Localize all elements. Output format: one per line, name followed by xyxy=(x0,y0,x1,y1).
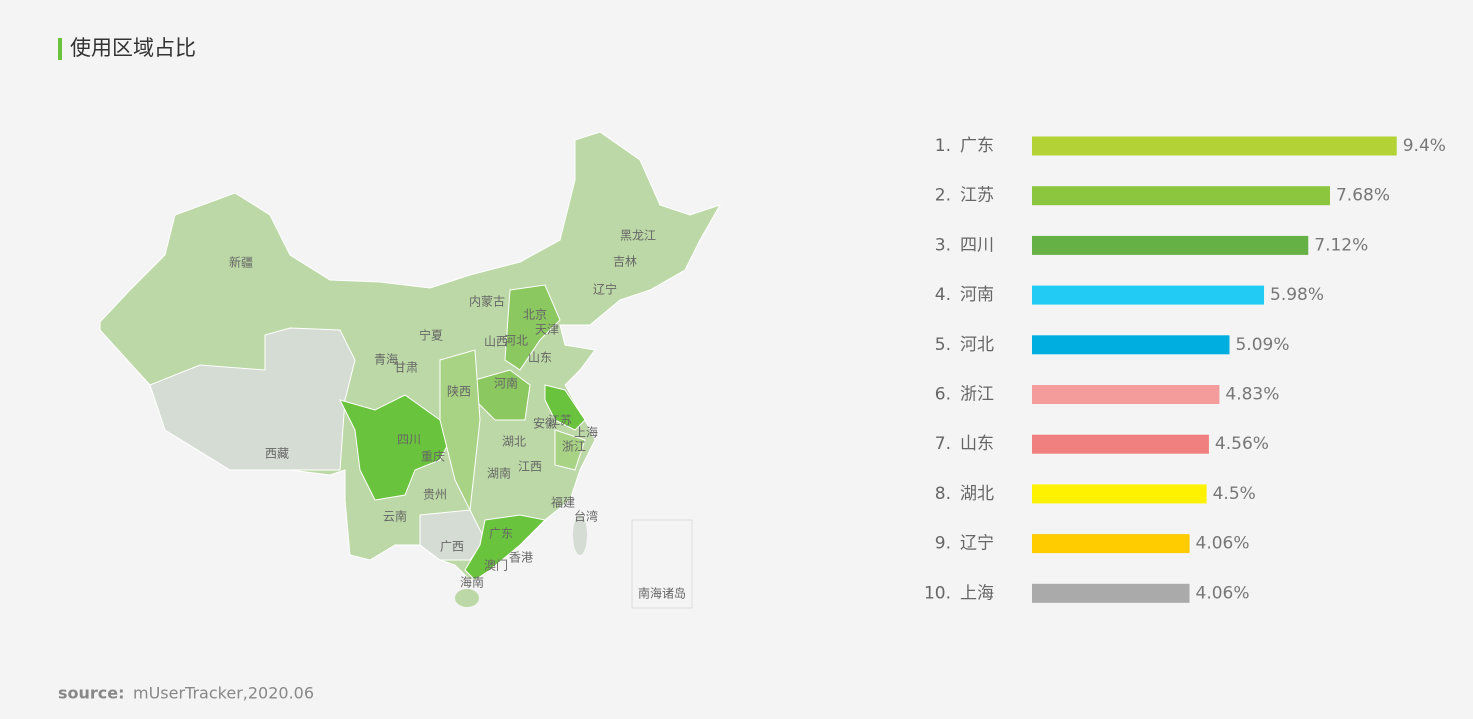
rank-label: 9. xyxy=(935,534,951,554)
map-label: 青海 xyxy=(374,352,398,367)
map-label: 安徽 xyxy=(533,416,557,431)
map-label: 贵州 xyxy=(423,488,447,502)
title: 使用区域占比 xyxy=(70,36,196,60)
map-label: 湖南 xyxy=(487,466,511,481)
rank-label: 3. xyxy=(935,235,951,255)
value-label: 4.06% xyxy=(1196,583,1250,603)
rank-label: 5. xyxy=(935,335,951,355)
category-label: 四川 xyxy=(960,235,994,255)
map-label: 浙江 xyxy=(562,440,586,454)
bar xyxy=(1032,186,1330,206)
map-label: 河南 xyxy=(494,376,518,391)
map-label: 甘肃 xyxy=(394,361,418,375)
map-taiwan xyxy=(573,515,587,555)
category-label: 河南 xyxy=(960,285,994,305)
map-label: 福建 xyxy=(551,495,575,510)
value-label: 5.98% xyxy=(1270,285,1324,305)
map-label: 广西 xyxy=(440,540,464,554)
map-label: 吉林 xyxy=(613,255,637,269)
map-label: 海南 xyxy=(460,575,484,590)
map-label: 黑龙江 xyxy=(620,229,656,243)
value-label: 4.5% xyxy=(1213,484,1256,504)
category-label: 河北 xyxy=(960,335,994,355)
category-label: 浙江 xyxy=(960,385,994,405)
map: 新疆 西藏 青海 甘肃 宁夏 内蒙古 黑龙江 吉林 辽宁 北京 天津 河北 山西… xyxy=(99,131,722,609)
map-label: 江西 xyxy=(518,460,542,474)
map-label: 山西 xyxy=(484,335,508,349)
map-label: 澳门 xyxy=(484,558,508,573)
source-label: source: xyxy=(58,684,125,703)
category-label: 辽宁 xyxy=(960,534,994,554)
rank-label: 2. xyxy=(935,186,951,206)
bar xyxy=(1032,385,1220,404)
bar-chart: 1. 广东 9.4% 2. 江苏 7.68% 3. 四川 7.12% 4. 河南 5.98% 5. 河北 5… xyxy=(924,136,1446,603)
map-label: 香港 xyxy=(509,551,533,565)
bar xyxy=(1032,534,1190,554)
map-xizang xyxy=(149,327,356,471)
map-mid xyxy=(439,349,481,512)
map-label: 湖北 xyxy=(502,434,526,449)
rank-label: 8. xyxy=(935,484,951,504)
bar xyxy=(1032,484,1207,504)
map-label: 辽宁 xyxy=(593,282,617,297)
category-label: 江苏 xyxy=(960,186,994,206)
rank-label: 7. xyxy=(935,434,951,454)
value-label: 7.68% xyxy=(1336,186,1390,206)
map-jiangsu xyxy=(544,384,586,431)
map-zhejiang xyxy=(554,429,586,471)
category-label: 上海 xyxy=(960,583,994,603)
map-label: 内蒙古 xyxy=(469,294,505,309)
map-label: 西藏 xyxy=(265,447,289,461)
rank-label: 4. xyxy=(935,285,951,305)
source-text: mUserTracker,2020.06 xyxy=(133,684,314,703)
map-sichuan xyxy=(339,394,456,501)
bar xyxy=(1032,136,1397,156)
map-label: 山东 xyxy=(528,351,552,365)
bar xyxy=(1032,583,1190,603)
map-south-sea-box xyxy=(631,519,693,609)
value-label: 4.56% xyxy=(1215,434,1269,454)
map-label: 宁夏 xyxy=(419,328,443,343)
value-label: 4.06% xyxy=(1196,534,1250,554)
bar xyxy=(1032,285,1265,305)
map-label: 陕西 xyxy=(447,384,471,399)
title-accent xyxy=(58,38,62,60)
map-label: 南海诸岛 xyxy=(638,586,686,601)
map-label: 台湾 xyxy=(574,509,598,524)
map-label: 河北 xyxy=(504,334,528,348)
map-guangdong xyxy=(464,514,547,581)
category-label: 山东 xyxy=(960,434,994,454)
map-label: 重庆 xyxy=(421,450,445,464)
value-label: 5.09% xyxy=(1235,335,1289,355)
map-label: 江苏 xyxy=(548,414,572,428)
bar xyxy=(1032,235,1309,255)
value-label: 4.83% xyxy=(1225,385,1279,405)
map-label: 上海 xyxy=(574,425,598,440)
map-label: 北京 xyxy=(523,308,547,322)
rank-label: 6. xyxy=(935,385,951,405)
bar xyxy=(1032,335,1230,355)
map-label: 云南 xyxy=(383,509,407,524)
map-label: 广东 xyxy=(489,527,513,541)
map-label: 新疆 xyxy=(229,255,253,270)
map-hainan xyxy=(455,589,479,607)
rank-label: 1. xyxy=(935,136,951,156)
rank-label: 10. xyxy=(924,583,951,603)
map-hebei xyxy=(504,284,561,371)
value-label: 7.12% xyxy=(1314,235,1368,255)
map-label: 四川 xyxy=(397,433,421,447)
category-label: 湖北 xyxy=(960,484,994,504)
map-label: 天津 xyxy=(535,323,559,337)
category-label: 广东 xyxy=(960,136,994,156)
bar xyxy=(1032,434,1209,454)
value-label: 9.4% xyxy=(1403,136,1446,156)
